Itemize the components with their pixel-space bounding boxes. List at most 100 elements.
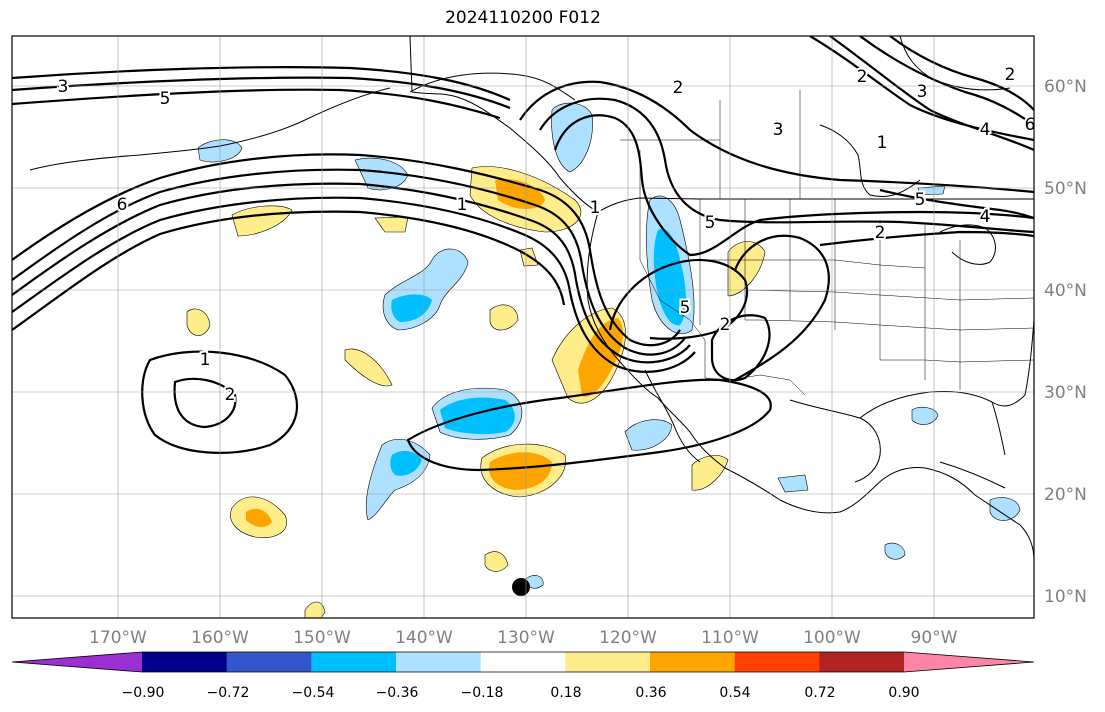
contour-north-3 — [12, 88, 501, 120]
shade-positive-mexico — [691, 455, 729, 491]
florida — [991, 401, 1006, 456]
shade-positive-rockies — [727, 241, 766, 297]
contour-label: 2 — [225, 385, 236, 405]
contour-label: 3 — [58, 77, 69, 97]
map-title: 2024110200 F012 — [445, 8, 601, 28]
contour-northeast-1 — [809, 36, 1034, 142]
contour-north-1 — [12, 66, 511, 102]
shade-negative-baja — [624, 419, 673, 451]
contour-label: 2 — [857, 67, 868, 87]
shade-negative-gulf-mexico — [911, 406, 939, 425]
contour-label: 5 — [915, 190, 926, 210]
map-border — [11, 35, 1035, 619]
colorbar-segment — [12, 652, 142, 672]
contour-label: 4 — [980, 207, 991, 227]
contour-northeast-3 — [859, 36, 1034, 126]
colorbar-segment — [819, 652, 905, 672]
lat-label: 40°N — [1044, 281, 1087, 301]
contour-trough-closed — [608, 258, 749, 340]
anomaly-shading — [186, 102, 1021, 618]
contour-jet-4 — [12, 196, 696, 373]
colorbar-segment — [904, 652, 1034, 672]
contour-lines — [12, 36, 1034, 472]
contour-east-1 — [879, 188, 1034, 220]
shade-negative-pacific-north-core — [391, 294, 432, 322]
contour-jet-5 — [12, 210, 566, 331]
colorbar-tick: 0.90 — [888, 685, 919, 701]
political-borders — [620, 90, 1034, 396]
shade-negative-mexico-pac — [777, 474, 809, 493]
lon-label: 90°W — [911, 628, 958, 648]
shade-positive-small-2 — [374, 216, 409, 233]
contour-ridge-3 — [553, 114, 1034, 257]
contour-label: 5 — [160, 89, 171, 109]
lat-label: 20°N — [1044, 485, 1087, 505]
colorbar-tick: −0.54 — [292, 685, 335, 701]
contour-label: 4 — [980, 120, 991, 140]
contour-low-big — [733, 234, 830, 381]
lat-label: 30°N — [1044, 383, 1087, 403]
shade-positive-small-3 — [344, 348, 393, 387]
shade-positive-subtropic-core — [489, 452, 552, 490]
contour-northeast-4 — [889, 36, 1034, 111]
colorbar: −0.90 −0.72 −0.54 −0.36 −0.18 0.18 0.36 … — [11, 651, 1035, 701]
contour-ridge-2 — [539, 97, 1034, 234]
contour-label: 1 — [877, 133, 888, 153]
lat-label: 10°N — [1044, 587, 1087, 607]
longitude-labels: 170°W 160°W 150°W 140°W 130°W 120°W 110°… — [89, 628, 958, 648]
shade-positive-small-6 — [186, 308, 211, 336]
shade-positive-small-7 — [484, 551, 509, 572]
colorbar-segment — [226, 652, 312, 672]
lon-label: 170°W — [89, 628, 147, 648]
contour-labels: 3 5 6 1 1 2 1 2 3 2 3 1 5 4 6 5 4 2 5 2 … — [56, 63, 1036, 407]
colorbar-tick: 0.72 — [804, 685, 835, 701]
contour-label: 1 — [200, 350, 211, 370]
colorbar-tick: −0.18 — [461, 685, 504, 701]
lon-label: 130°W — [497, 628, 555, 648]
colorbar-segment — [142, 652, 228, 672]
lon-label: 150°W — [293, 628, 351, 648]
contour-low-hawaii-inner — [173, 377, 237, 429]
colorbar-tick: 0.54 — [719, 685, 750, 701]
contour-east-2 — [819, 230, 1034, 247]
contour-north-2 — [12, 76, 511, 110]
lon-label: 100°W — [803, 628, 861, 648]
shade-negative-west-pacific-core — [390, 450, 422, 476]
lat-label: 60°N — [1044, 77, 1087, 97]
latitude-labels: 60°N 50°N 40°N 30°N 20°N 10°N — [1044, 77, 1087, 607]
colorbar-outline — [11, 651, 1035, 673]
cuba — [939, 461, 1006, 489]
gulf-coast — [859, 390, 1026, 419]
lat-label: 50°N — [1044, 179, 1087, 199]
gridlines — [12, 36, 1034, 618]
contour-label: 2 — [673, 78, 684, 98]
lon-label: 120°W — [599, 628, 657, 648]
lon-label: 160°W — [191, 628, 249, 648]
colorbar-segment — [565, 652, 651, 672]
colorbar-tick: 0.36 — [635, 685, 666, 701]
colorbar-tick: 0.18 — [550, 685, 581, 701]
colorbar-tick: −0.90 — [122, 685, 165, 701]
contour-low-hawaii-outer — [141, 350, 299, 454]
shade-negative-subtropic-core — [440, 397, 515, 435]
contour-label: 5 — [705, 213, 716, 233]
contour-northeast-2 — [829, 36, 1034, 152]
contour-label: 2 — [875, 223, 886, 243]
contour-label: 1 — [590, 198, 601, 218]
colorbar-segment — [734, 652, 820, 672]
shade-negative-caribbean — [989, 497, 1021, 521]
contour-label: 5 — [680, 298, 691, 318]
contour-label: 3 — [773, 120, 784, 140]
lon-label: 110°W — [701, 628, 759, 648]
shade-positive-small-4 — [489, 304, 519, 331]
contour-jet-2 — [12, 168, 686, 356]
west-coast — [586, 211, 1034, 561]
contour-low-2 — [710, 314, 771, 382]
contour-label: 6 — [1025, 115, 1036, 135]
shade-positive-hawaii-core — [246, 508, 272, 528]
contour-jet-3 — [12, 182, 691, 364]
shade-positive-bc-core — [495, 179, 545, 209]
colorbar-segment — [650, 652, 736, 672]
baja-coast — [644, 369, 701, 463]
